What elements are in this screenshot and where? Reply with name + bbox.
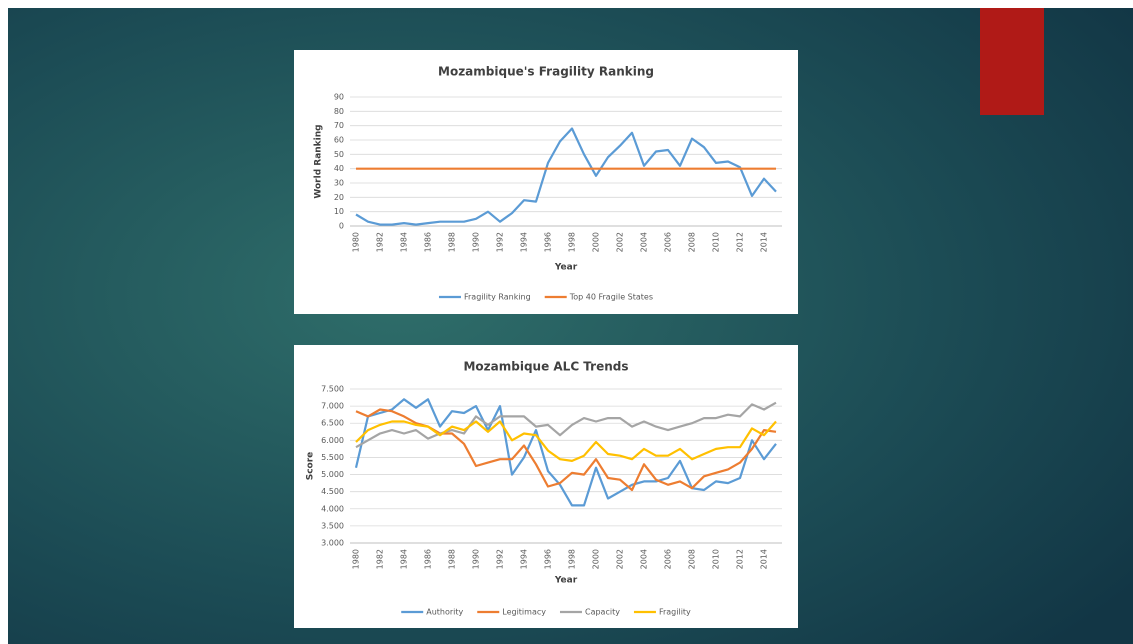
legend-label: Fragility Ranking [464,293,531,302]
legend-label: Top 40 Fragile States [569,293,653,302]
x-tick-label: 2008 [688,232,697,252]
x-tick-label: 1992 [496,549,505,569]
x-tick-label: 2008 [688,549,697,569]
y-axis-title: Score [306,452,316,481]
y-tick-label: 20 [334,193,344,202]
x-tick-label: 2006 [664,549,673,569]
x-tick-label: 1994 [520,549,529,569]
x-tick-label: 1984 [400,549,409,569]
y-tick-label: 90 [334,93,344,102]
y-tick-label: 50 [334,150,344,159]
x-tick-label: 1984 [400,232,409,252]
y-tick-label: 3.500 [321,521,344,530]
x-tick-label: 1990 [472,549,481,569]
y-tick-label: 6.000 [321,436,344,445]
x-tick-label: 1980 [352,232,361,252]
chart-panel [294,345,798,628]
data-line [354,398,777,507]
y-tick-label: 70 [334,121,344,130]
data-line [355,127,777,226]
legend-label: Fragility [659,608,691,617]
x-axis-title: Year [554,263,578,273]
y-tick-label: 6.500 [321,419,344,428]
x-tick-label: 1988 [448,232,457,252]
x-tick-label: 1990 [472,232,481,252]
x-tick-label: 1982 [376,549,385,569]
chart-panel [294,50,798,314]
x-tick-label: 2010 [712,549,721,569]
chart-title: Mozambique ALC Trends [463,360,628,374]
y-tick-label: 40 [334,164,344,173]
y-tick-label: 4.000 [321,504,344,513]
legend-label: Legitimacy [502,608,546,617]
x-tick-label: 1986 [424,549,433,569]
y-tick-label: 5.500 [321,453,344,462]
y-tick-label: 7.000 [321,402,344,411]
x-tick-label: 1996 [544,549,553,569]
y-tick-label: 3.000 [321,539,344,548]
x-tick-label: 2002 [616,232,625,252]
chart-title: Mozambique's Fragility Ranking [438,65,654,79]
x-tick-label: 1996 [544,232,553,252]
data-line [355,420,777,462]
x-tick-label: 1980 [352,549,361,569]
x-tick-label: 2014 [760,549,769,569]
y-tick-label: 80 [334,107,344,116]
x-tick-label: 2004 [640,232,649,252]
x-tick-label: 2002 [616,549,625,569]
x-tick-label: 2006 [664,232,673,252]
x-tick-label: 2000 [592,232,601,252]
y-tick-label: 60 [334,136,344,145]
x-tick-label: 1998 [568,232,577,252]
data-line [355,401,777,449]
y-tick-label: 7.500 [321,385,344,394]
accent-bar [980,8,1044,115]
x-tick-label: 1982 [376,232,385,252]
y-tick-label: 10 [334,207,344,216]
legend-label: Capacity [585,608,620,617]
x-tick-label: 1988 [448,549,457,569]
x-tick-label: 2010 [712,232,721,252]
y-axis-title: World Ranking [314,124,324,198]
y-tick-label: 5.000 [321,470,344,479]
y-tick-label: 30 [334,179,344,188]
legend-label: Authority [426,608,463,617]
x-tick-label: 2012 [736,549,745,569]
x-tick-label: 1992 [496,232,505,252]
legend: Fragility Ranking Top 40 Fragile States [438,293,653,302]
x-tick-label: 1986 [424,232,433,252]
x-tick-label: 2014 [760,232,769,252]
y-tick-label: 0 [339,222,344,231]
legend: Authority Legitimacy Capacity Fragility [401,608,691,617]
x-tick-label: 1998 [568,549,577,569]
x-tick-label: 2012 [736,232,745,252]
x-tick-label: 2000 [592,549,601,569]
y-tick-label: 4.500 [321,487,344,496]
x-axis-title: Year [554,576,578,586]
x-tick-label: 2004 [640,549,649,569]
x-tick-label: 1994 [520,232,529,252]
